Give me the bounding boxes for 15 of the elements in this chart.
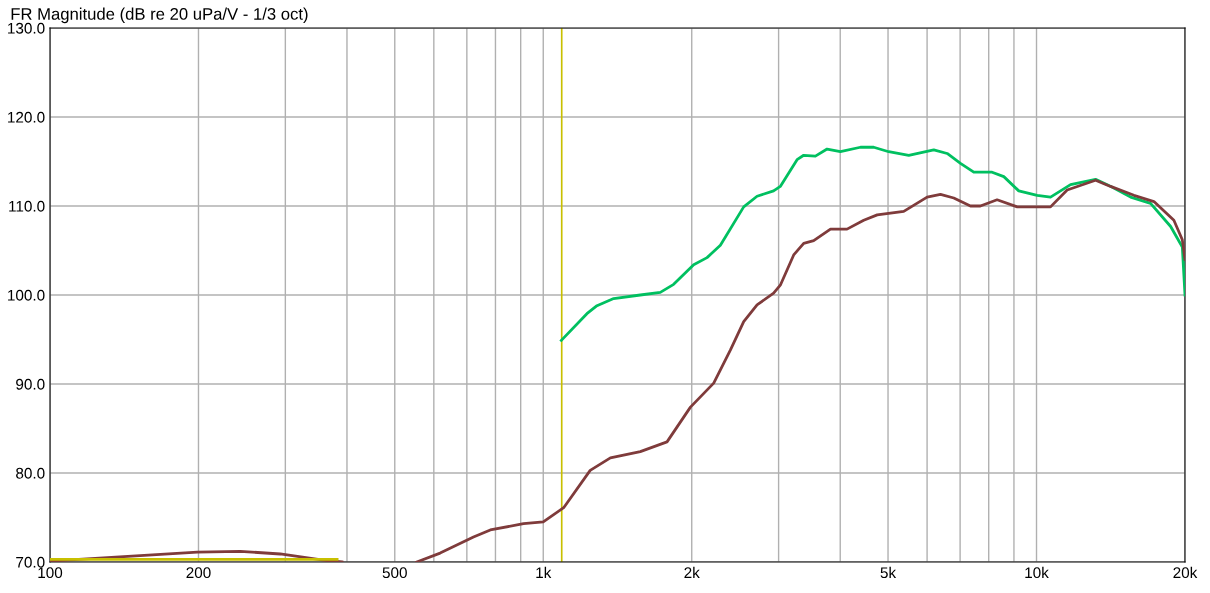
y-tick-label: 120.0 (8, 111, 45, 123)
x-tick-label: 200 (186, 567, 211, 579)
y-tick-label: 130.0 (8, 22, 45, 34)
x-tick-label: 100 (38, 567, 63, 579)
x-tick-label: 2k (684, 566, 700, 578)
y-tick-label: 90.0 (16, 378, 45, 390)
y-tick-label: 80.0 (16, 467, 45, 479)
x-tick-label: 10k (1025, 566, 1049, 579)
x-tick-label: 500 (382, 567, 407, 579)
y-tick-label: 100.0 (8, 289, 45, 301)
x-tick-label: 1k (536, 566, 552, 578)
y-tick-label: 70.0 (16, 556, 45, 568)
y-tick-label: 110.0 (9, 200, 45, 212)
x-tick-label: 20k (1173, 566, 1198, 579)
x-tick-label: 5k (880, 566, 897, 579)
